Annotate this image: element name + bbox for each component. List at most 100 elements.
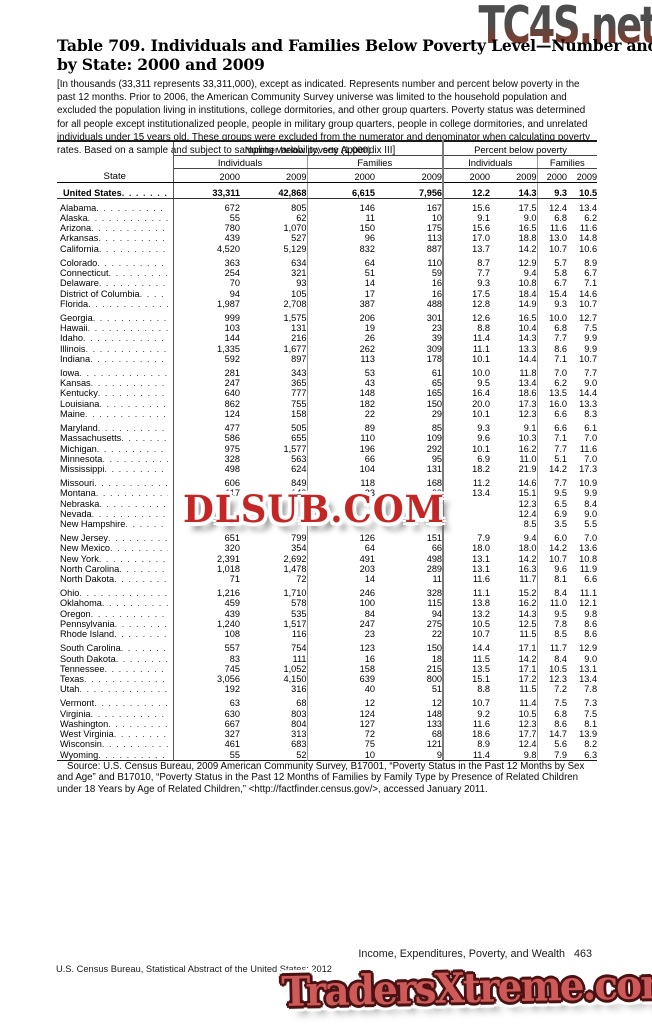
value-cell: 634 — [240, 254, 308, 268]
value-cell: 13.4 — [579, 674, 598, 685]
value-cell: 11.6 — [472, 574, 491, 585]
value-cell: 51 — [364, 267, 375, 278]
value-cell: 16 — [375, 278, 445, 289]
value-cell: 275 — [375, 619, 445, 630]
value-cell: 832 — [359, 243, 375, 254]
value-cell: 17.3 — [490, 398, 538, 410]
value-cell: 131 — [375, 464, 445, 475]
value-cell: 12.3 — [490, 498, 538, 509]
value-cell: 10.7 — [579, 298, 598, 309]
value-cell: 11.8 — [490, 364, 538, 379]
value-cell: 6.6 — [554, 409, 568, 420]
title-line-2: by State: 2000 and 2009 — [57, 54, 265, 74]
dot-leader — [102, 454, 167, 464]
dot-leader — [85, 409, 167, 419]
value-cell: 5.5 — [584, 519, 598, 530]
value-cell: 683 — [240, 739, 308, 750]
dot-leader — [99, 278, 168, 288]
value-cell: 18.0 — [472, 543, 491, 554]
value-cell: 14.8 — [579, 233, 598, 244]
value-cell: 535 — [240, 608, 308, 620]
state-name: Montana — [57, 488, 174, 499]
dot-leader — [88, 213, 168, 223]
value-cell: 22 — [375, 629, 445, 640]
value-cell: 8.9 — [584, 257, 598, 268]
state-name: United States — [57, 182, 174, 199]
dot-leader — [114, 629, 167, 639]
value-cell: 113 — [375, 233, 445, 244]
value-cell: 624 — [240, 464, 308, 475]
value-cell: 9.1 — [490, 419, 538, 434]
value-cell: 9.6 — [477, 433, 491, 444]
value-cell — [443, 499, 490, 509]
dot-leader — [90, 354, 167, 364]
value-cell: 10.3 — [490, 433, 538, 444]
value-cell: 7,956 — [375, 182, 445, 199]
value-cell: 12.9 — [490, 254, 538, 268]
year-header: 2000 — [173, 168, 240, 183]
value-cell: 216 — [240, 333, 308, 344]
state-name: Alabama — [57, 198, 174, 213]
dot-leader — [108, 533, 168, 543]
state-name: Massachusetts — [57, 433, 174, 444]
value-cell: 477 — [224, 422, 240, 433]
value-cell — [443, 519, 490, 529]
year-header: 2009 — [567, 168, 598, 183]
value-cell: 439 — [224, 233, 240, 244]
dot-leader — [92, 509, 168, 519]
value-cell: 146 — [359, 202, 375, 213]
value-cell: 192 — [224, 684, 240, 695]
dot-leader — [121, 433, 167, 443]
value-cell: 18.6 — [490, 388, 538, 399]
state-name: Wisconsin — [57, 739, 174, 750]
source-note: Source: U.S. Census Bureau, 2009 America… — [57, 761, 585, 795]
value-cell: 13.4 — [490, 378, 538, 389]
value-cell: 6.9 — [554, 508, 568, 519]
state-name: Maine — [57, 409, 174, 420]
value-cell: 17.0 — [472, 233, 491, 244]
value-cell: 1,577 — [240, 443, 308, 454]
value-cell: 13.5 — [472, 663, 491, 674]
value-cell: 745 — [224, 663, 240, 674]
value-cell: 11.1 — [472, 343, 491, 354]
state-name: South Carolina — [57, 639, 174, 654]
value-cell: 1,710 — [240, 584, 308, 599]
value-cell: 84 — [364, 608, 375, 619]
value-cell: 667 — [224, 718, 240, 729]
value-cell: 8.3 — [584, 409, 598, 420]
value-cell: 124 — [359, 708, 375, 719]
state-name: West Virginia — [57, 729, 174, 740]
value-cell: 491 — [359, 553, 375, 564]
value-cell: 328 — [224, 453, 240, 464]
value-cell: 94 — [375, 608, 445, 620]
value-cell: 13.8 — [472, 598, 491, 609]
value-cell: 1,677 — [240, 343, 308, 354]
state-name: Mississippi — [57, 464, 174, 475]
value-cell: 6.5 — [554, 498, 568, 509]
value-cell: 19 — [364, 323, 375, 334]
value-cell: 8.8 — [477, 684, 491, 695]
value-cell: 11.5 — [490, 629, 538, 640]
value-cell: 975 — [224, 443, 240, 454]
value-cell: 10.4 — [490, 323, 538, 334]
column-header-percent: Percent below poverty — [443, 141, 598, 156]
value-cell: 42,868 — [240, 182, 308, 199]
value-cell — [375, 498, 445, 509]
value-cell: 9.6 — [554, 563, 568, 574]
dot-leader — [79, 588, 167, 598]
watermark-tc4s: TC4S.net — [478, 0, 652, 52]
value-cell: 606 — [224, 477, 240, 488]
value-cell: 17.2 — [490, 674, 538, 685]
value-cell: 9.0 — [584, 653, 598, 664]
state-name: Florida — [57, 298, 174, 310]
value-cell: 18.4 — [490, 288, 538, 299]
